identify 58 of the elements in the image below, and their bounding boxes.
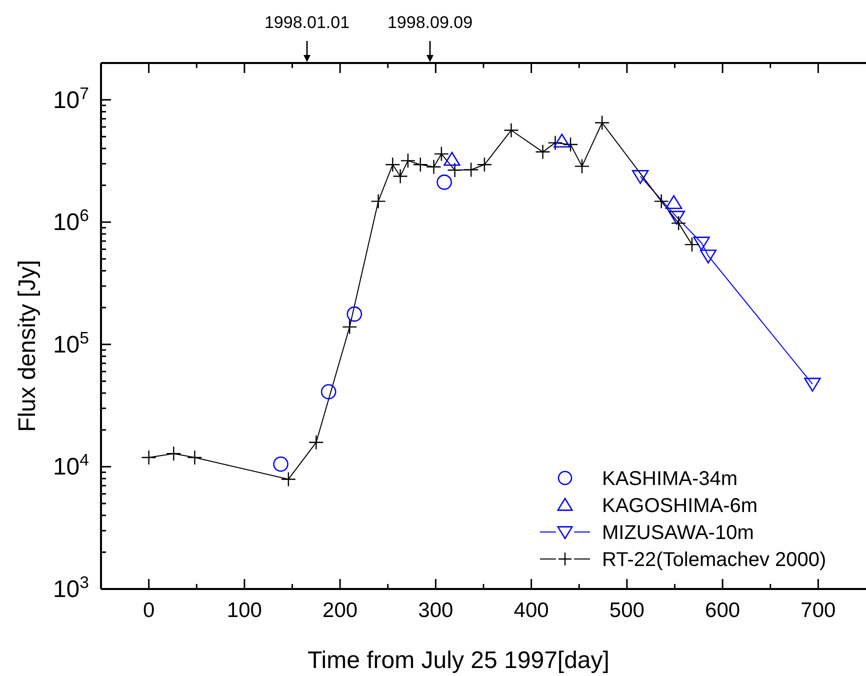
point <box>434 146 450 162</box>
point <box>370 194 386 209</box>
point <box>426 159 442 174</box>
point <box>476 157 492 172</box>
point <box>700 250 717 264</box>
text: 1998.01.01 <box>264 13 350 32</box>
x-axis-title: Time from July 25 1997[day] <box>308 647 610 674</box>
point <box>535 144 550 160</box>
point <box>804 378 821 392</box>
x-tick-label: 600 <box>705 599 740 622</box>
legend-label: KASHIMA-34m <box>602 468 738 490</box>
x-tick-label: 0 <box>142 599 155 622</box>
x-tick-label: 700 <box>800 599 836 622</box>
point <box>654 194 669 209</box>
y-axis-title: Flux density [Jy] <box>14 260 41 432</box>
point <box>632 170 649 184</box>
point <box>187 450 202 466</box>
point <box>273 456 288 472</box>
point <box>668 210 686 225</box>
point <box>346 306 362 322</box>
point <box>280 472 296 487</box>
point <box>166 446 182 462</box>
point <box>562 136 578 152</box>
y-tick-label: 10$^{7}$ <box>52 83 89 114</box>
x-tick-label: 400 <box>514 599 549 622</box>
y-tick-label: 10$^{6}$ <box>52 206 89 236</box>
point <box>548 135 563 150</box>
point <box>665 195 682 209</box>
point <box>684 236 700 252</box>
point <box>342 319 358 335</box>
point <box>504 122 519 138</box>
point <box>447 162 462 178</box>
point <box>693 236 710 251</box>
point <box>594 115 610 130</box>
x-tick-label: 100 <box>226 599 262 622</box>
point <box>574 158 590 174</box>
x-tick-label: 200 <box>322 599 358 622</box>
x-tick-label: 500 <box>609 599 644 622</box>
y-tick-label: 10$^{3}$ <box>52 572 89 603</box>
point <box>308 434 324 450</box>
point <box>554 134 570 148</box>
y-tick-label: 10$^{4}$ <box>52 450 89 481</box>
text: 1998.09.09 <box>387 13 473 32</box>
point <box>392 168 408 184</box>
y-tick-label: 10$^{5}$ <box>52 328 89 358</box>
point <box>400 153 416 168</box>
legend-label: RT-22(Tolemachev 2000) <box>602 549 826 571</box>
point <box>385 157 400 172</box>
point <box>670 216 686 231</box>
legend-label: KAGOSHIMA-6m <box>602 495 758 517</box>
point <box>463 162 479 178</box>
point <box>436 174 452 190</box>
point <box>320 384 336 400</box>
x-tick-label: 300 <box>418 599 454 622</box>
point <box>444 152 460 166</box>
point <box>412 157 428 172</box>
point <box>141 450 156 466</box>
legend-label: MIZUSAWA-10m <box>602 522 754 544</box>
